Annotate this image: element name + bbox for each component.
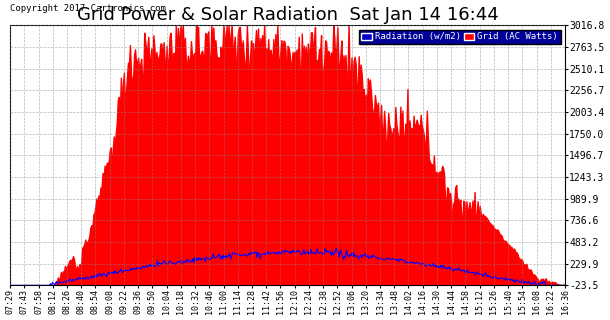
Legend: Radiation (w/m2), Grid (AC Watts): Radiation (w/m2), Grid (AC Watts) [359,30,561,44]
Text: Copyright 2017 Cartronics.com: Copyright 2017 Cartronics.com [10,4,166,13]
Title: Grid Power & Solar Radiation  Sat Jan 14 16:44: Grid Power & Solar Radiation Sat Jan 14 … [77,6,498,24]
